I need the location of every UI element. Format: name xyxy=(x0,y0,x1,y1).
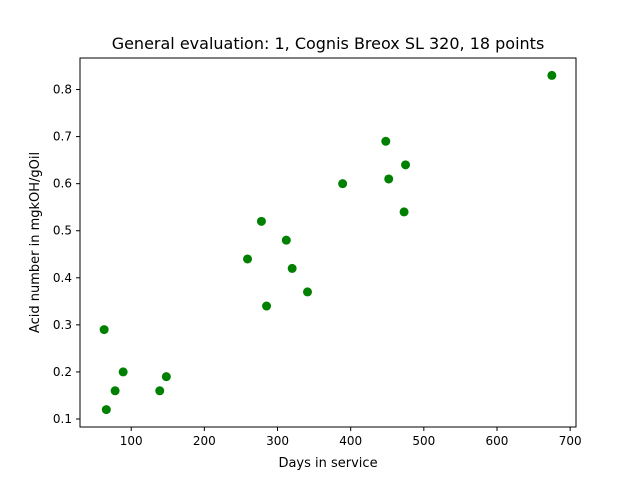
x-axis-label: Days in service xyxy=(278,456,377,471)
x-axis: 100 200 300 400 500 600 700 xyxy=(120,427,582,448)
data-points xyxy=(99,70,557,415)
y-tick-label: 0.3 xyxy=(53,318,72,332)
y-tick-label: 0.6 xyxy=(53,177,72,191)
x-tick-label: 300 xyxy=(266,434,289,448)
x-tick-label: 100 xyxy=(120,434,143,448)
x-tick-label: 600 xyxy=(486,434,509,448)
data-point xyxy=(399,207,409,217)
data-point xyxy=(243,254,253,264)
data-point xyxy=(338,179,348,189)
data-point xyxy=(287,263,297,273)
data-point xyxy=(99,325,109,335)
data-point xyxy=(281,235,291,245)
data-point xyxy=(262,301,272,311)
data-point xyxy=(101,405,111,415)
data-point xyxy=(110,386,120,396)
data-point xyxy=(401,160,411,170)
y-tick-label: 0.4 xyxy=(53,271,72,285)
data-point xyxy=(161,372,171,382)
data-point xyxy=(303,287,313,297)
data-point xyxy=(155,386,165,396)
data-point xyxy=(118,367,128,377)
plot-frame xyxy=(79,57,577,428)
x-tick-label: 500 xyxy=(412,434,435,448)
y-tick-label: 0.2 xyxy=(53,365,72,379)
plot-area: 100 200 300 400 500 600 700 0.1 0.2 0.3 0.4 0.5 0.6… xyxy=(53,57,582,448)
y-tick-label: 0.1 xyxy=(53,412,72,426)
y-tick-label: 0.7 xyxy=(53,130,72,144)
x-tick-label: 200 xyxy=(193,434,216,448)
x-tick-label: 400 xyxy=(339,434,362,448)
x-tick-label: 700 xyxy=(559,434,582,448)
chart-title: General evaluation: 1, Cognis Breox SL 3… xyxy=(112,34,545,53)
data-point xyxy=(547,70,557,80)
data-point xyxy=(384,174,394,184)
y-axis-label: Acid number in mgkOH/gOil xyxy=(28,152,43,333)
data-point xyxy=(381,136,391,146)
y-tick-label: 0.5 xyxy=(53,224,72,238)
y-tick-label: 0.8 xyxy=(53,83,72,97)
y-axis: 0.1 0.2 0.3 0.4 0.5 0.6 0.7 0.8 xyxy=(53,83,80,426)
data-point xyxy=(256,216,266,226)
